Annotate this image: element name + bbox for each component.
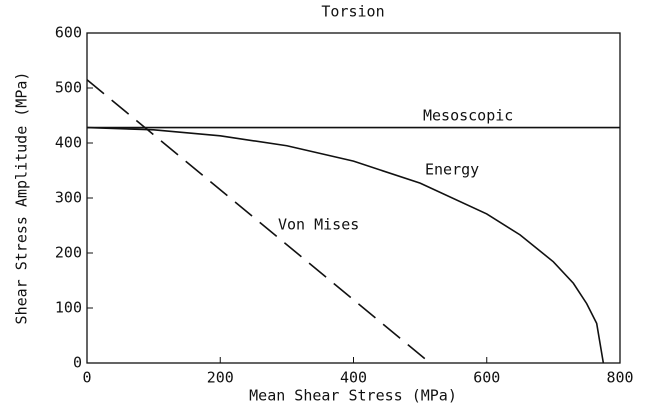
series-label: Mesoscopic	[423, 107, 513, 125]
y-tick-label: 100	[55, 299, 82, 317]
y-tick-label: 500	[55, 79, 82, 97]
x-tick-label: 200	[207, 369, 234, 387]
y-tick-label: 300	[55, 189, 82, 207]
series-label: Von Mises	[278, 216, 359, 234]
y-tick-label: 400	[55, 134, 82, 152]
plot-frame	[86, 32, 621, 364]
y-tick-label: 200	[55, 244, 82, 262]
chart-title: Torsion	[321, 3, 384, 21]
y-axis-label: Shear Stress Amplitude (MPa)	[13, 72, 31, 325]
x-axis-label: Mean Shear Stress (MPa)	[249, 387, 457, 405]
line-series	[86, 126, 605, 364]
series-label: Energy	[425, 161, 479, 179]
y-tick-label: 600	[55, 24, 82, 42]
x-tick-label: 800	[606, 369, 633, 387]
x-tick-label: 0	[82, 369, 91, 387]
x-tick-label: 400	[340, 369, 367, 387]
line-series	[86, 79, 431, 364]
x-tick-label: 600	[473, 369, 500, 387]
y-tick-label: 0	[73, 354, 82, 372]
